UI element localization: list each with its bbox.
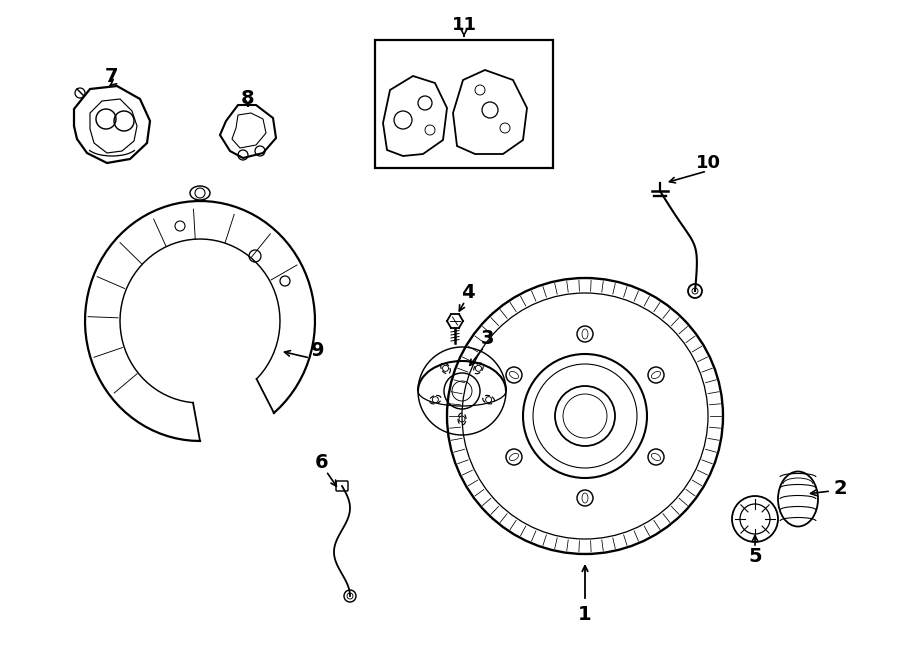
Text: 7: 7 [105,67,119,85]
Text: 6: 6 [315,453,328,473]
Text: 5: 5 [748,547,761,566]
Text: 10: 10 [696,154,721,172]
Text: 4: 4 [461,284,475,303]
Text: 3: 3 [481,329,494,348]
Text: 9: 9 [311,342,325,360]
Text: 11: 11 [452,16,476,34]
Text: 2: 2 [833,479,847,498]
Text: 1: 1 [578,605,592,623]
Text: 8: 8 [241,89,255,108]
Bar [375,40,553,168]
